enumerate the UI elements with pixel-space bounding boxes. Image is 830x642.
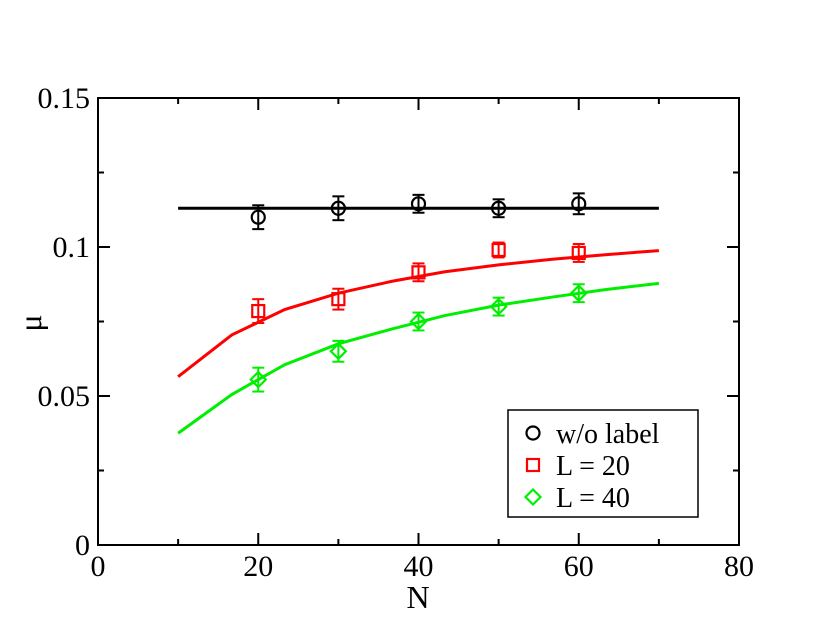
error-bars [252,192,585,393]
data-point [250,209,266,225]
data-point [491,200,507,216]
data-point [331,292,346,307]
data-markers [249,196,588,389]
legend-marker-1 [525,457,541,473]
data-point [329,342,348,361]
x-tick-label: 40 [404,550,434,583]
data-point [571,245,586,261]
data-point [569,284,588,303]
data-point [411,265,426,280]
data-point [571,196,587,212]
x-axis-title: N [406,579,429,615]
x-tick-label: 80 [724,550,754,583]
x-tick-label: 60 [564,550,594,583]
legend-label-2: L = 40 [556,483,630,514]
axis-ticks [97,97,740,546]
data-point [410,196,427,212]
data-point [409,312,428,331]
tick-labels: 0 20 40 60 80 0 0.05 0.1 0.15 [38,82,755,583]
x-tick-label: 20 [243,550,273,583]
x-tick-label: 0 [91,550,106,583]
y-tick-label: 0.05 [38,380,91,413]
data-point [251,303,266,319]
legend-label-1: L = 20 [556,451,630,482]
y-axis-title: μ [12,314,48,331]
data-point [249,370,268,389]
y-tick-label: 0 [75,529,90,562]
legend-marker-2 [523,487,543,507]
legend-label-0: w/o label [556,419,660,450]
data-point [491,242,506,258]
y-tick-label: 0.1 [53,231,91,264]
y-tick-label: 0.15 [38,82,91,115]
data-point [489,297,508,316]
data-point [330,200,346,216]
legend-marker-0 [525,425,541,441]
